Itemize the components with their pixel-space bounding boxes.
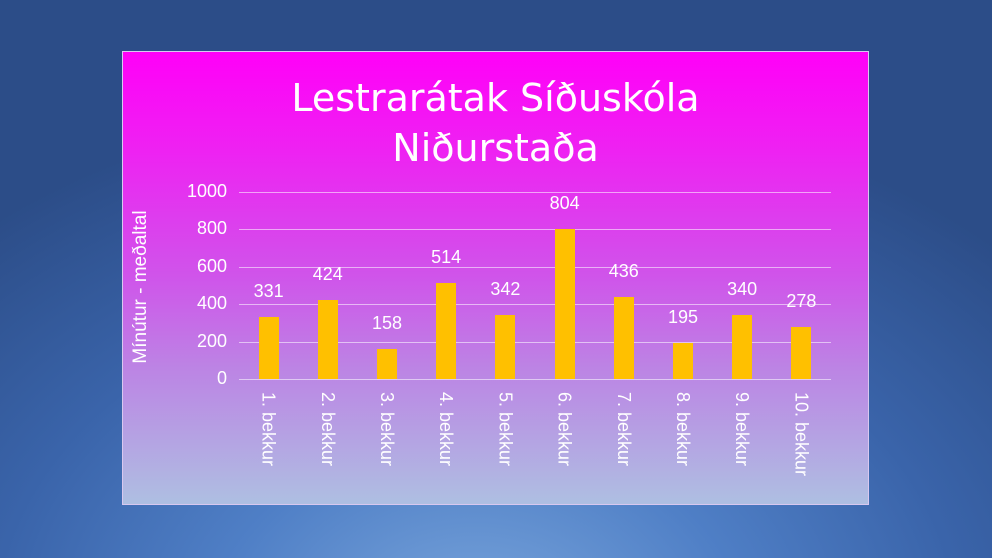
- x-tick-label: 2. bekkur: [317, 392, 338, 467]
- value-label: 195: [667, 306, 699, 327]
- value-label: 331: [253, 281, 284, 302]
- gridline: [239, 229, 831, 231]
- gridline: [239, 379, 831, 380]
- y-axis-label: Mínútur - meðaltal: [130, 210, 151, 364]
- bar: [258, 317, 279, 379]
- y-tick-label: 1000: [186, 181, 227, 201]
- bar: [613, 297, 634, 379]
- value-label: 278: [786, 291, 817, 311]
- chart-title-line-2: Niðurstaða: [392, 126, 599, 170]
- bar: [436, 282, 457, 379]
- value-label: 342: [490, 279, 521, 300]
- x-tick-label: 7. bekkur: [613, 392, 634, 467]
- x-tick-label: 5. bekkur: [495, 392, 516, 467]
- y-tick-label: 400: [196, 293, 227, 314]
- bar: [732, 315, 753, 379]
- gridline: [239, 341, 831, 343]
- bar: [554, 228, 575, 379]
- value-label: 514: [431, 246, 462, 267]
- gridline: [239, 192, 831, 193]
- value-label: 340: [727, 279, 758, 300]
- value-label: 436: [608, 261, 639, 282]
- x-tick-label: 6. bekkur: [554, 392, 575, 467]
- x-tick-label: 3. bekkur: [377, 392, 397, 467]
- bar: [673, 342, 693, 379]
- chart-container: Lestrarátak Síðuskóla Niðurstaða Mínútur…: [122, 51, 869, 505]
- value-label: 804: [549, 192, 580, 213]
- y-tick-label: 0: [216, 368, 227, 388]
- y-tick-label: 800: [196, 218, 227, 239]
- y-tick-label: 600: [196, 255, 227, 276]
- x-tick-label: 4. bekkur: [436, 392, 457, 467]
- y-tick-label: 200: [196, 330, 227, 351]
- bar: [495, 315, 516, 379]
- value-label: 424: [312, 263, 343, 284]
- bar: [317, 299, 338, 379]
- bar: [791, 327, 812, 379]
- bar: [377, 349, 397, 379]
- x-tick-label: 9. bekkur: [732, 392, 753, 467]
- gridline: [239, 266, 831, 268]
- x-tick-label: 1. bekkur: [258, 392, 279, 467]
- chart-title-line-1: Lestrarátak Síðuskóla: [291, 76, 700, 120]
- x-tick-label: 10. bekkur: [791, 392, 812, 477]
- x-tick-label: 8. bekkur: [673, 392, 693, 467]
- gridline: [239, 304, 831, 306]
- plot-area: 331 424 158 514 342 804 436 195 340 278: [239, 192, 831, 380]
- value-label: 158: [371, 313, 403, 334]
